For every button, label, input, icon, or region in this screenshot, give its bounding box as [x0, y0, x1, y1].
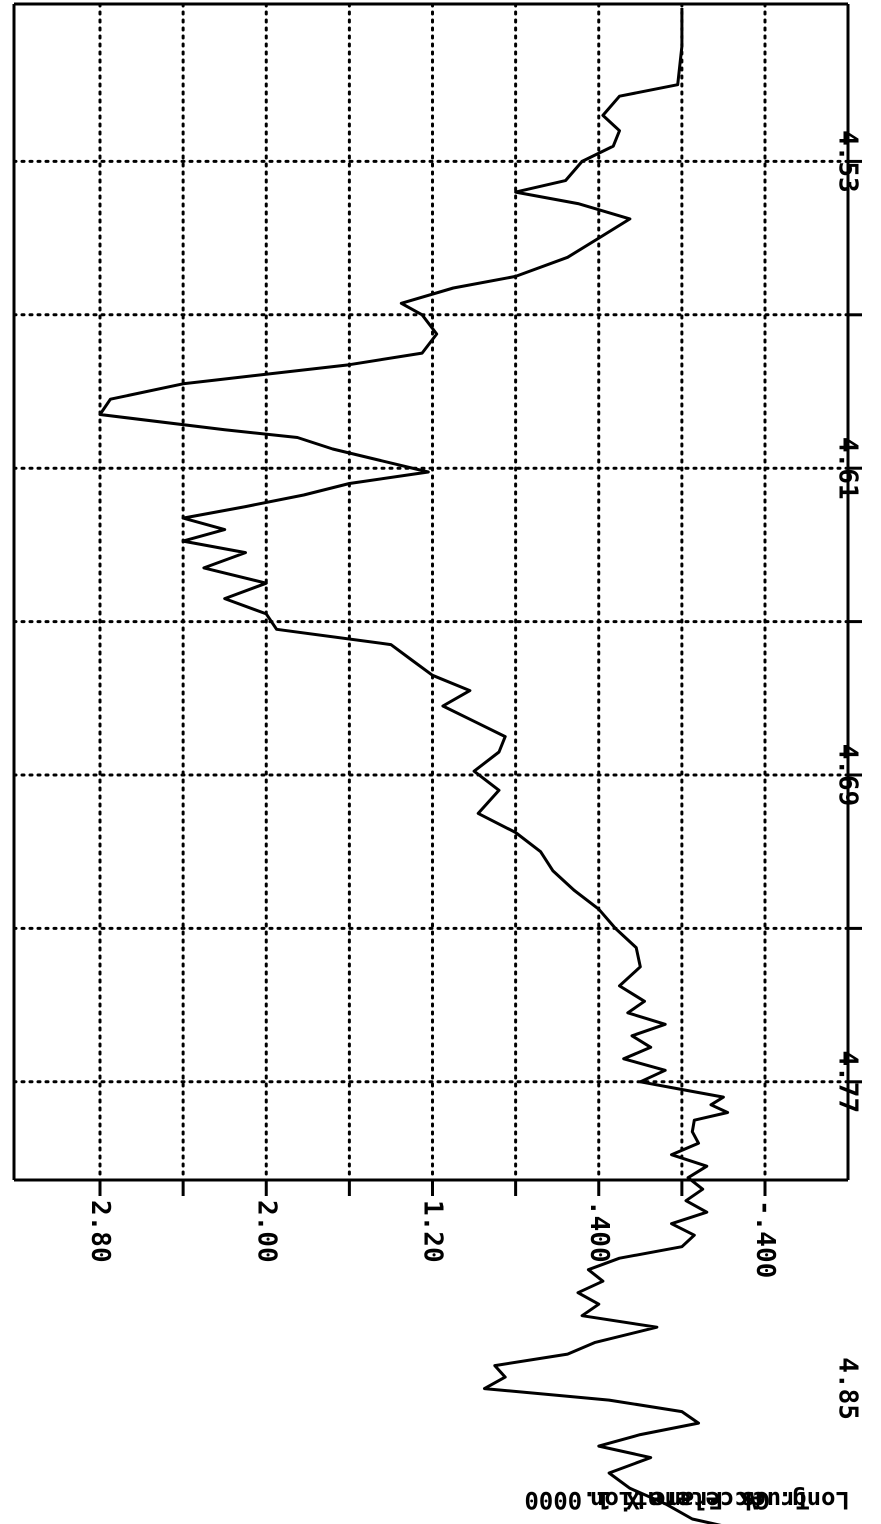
x-tick-label: 4.69: [833, 744, 863, 807]
y-tick-label: 2.80: [85, 1200, 115, 1263]
x-tick-label: 4.61: [833, 437, 863, 500]
data-series: [98, 8, 730, 1524]
x-tick-label: 4.85: [833, 1357, 863, 1420]
y-tick-labels: 2.80 2.00 1.20 .400 -.400: [85, 1200, 780, 1278]
y-tick-label: -.400: [750, 1200, 780, 1278]
x-tick-labels: 4.53 4.61 4.69 4.77 4.85: [833, 130, 863, 1420]
y-tick-label: .400: [584, 1200, 614, 1263]
x-tick-label: 4.77: [833, 1050, 863, 1113]
caption-line: Long. Acceleration: [590, 1486, 850, 1514]
x-tick-label: 4.53: [833, 130, 863, 193]
caption-line: Truck Frame: [651, 1486, 810, 1514]
series-line-0: [98, 8, 730, 1524]
grid-lines: [12, 2, 850, 1182]
y-tick-label: 2.00: [251, 1200, 281, 1263]
axes: [12, 2, 862, 1196]
y-tick-label: 1.20: [418, 1200, 448, 1263]
caption-line: Gs X 1.0000: [524, 1486, 770, 1514]
